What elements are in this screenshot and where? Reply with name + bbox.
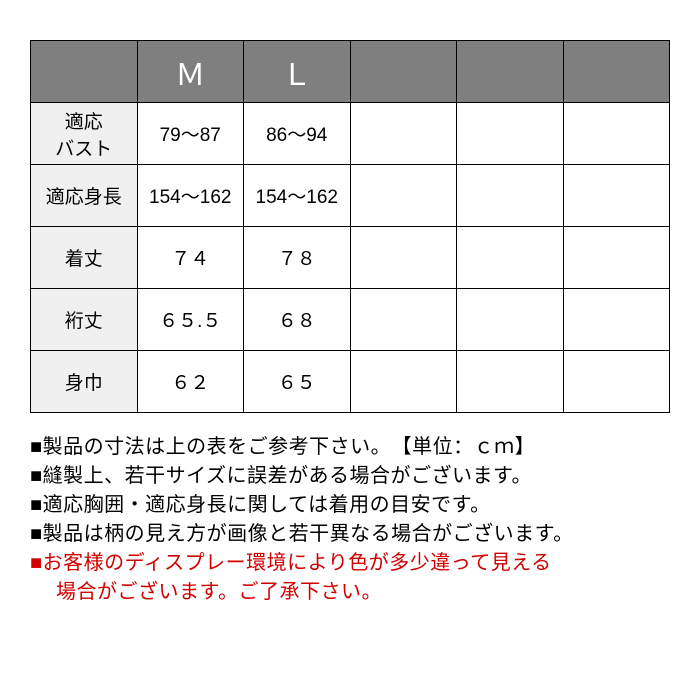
cell-empty bbox=[350, 165, 457, 227]
note-line: ■適応胸囲・適応身長に関しては着用の目安です。 bbox=[30, 491, 670, 520]
table-row: 身巾 ６２ ６５ bbox=[31, 351, 670, 413]
notes-block: ■製品の寸法は上の表をご参考下さい。 【単位：ｃｍ】 ■縫製上、若干サイズに誤差… bbox=[30, 433, 670, 607]
cell-l: ６８ bbox=[244, 289, 351, 351]
cell-l: 86～94 bbox=[244, 103, 351, 165]
row-label: 適応バスト bbox=[31, 103, 138, 165]
table-row: 着丈 ７４ ７８ bbox=[31, 227, 670, 289]
cell-empty bbox=[350, 289, 457, 351]
cell-l: ６５ bbox=[244, 351, 351, 413]
row-label: 裄丈 bbox=[31, 289, 138, 351]
table-row: 適応身長 154～162 154～162 bbox=[31, 165, 670, 227]
cell-empty bbox=[457, 227, 564, 289]
cell-empty bbox=[457, 351, 564, 413]
cell-empty bbox=[563, 227, 670, 289]
note-line: ■縫製上、若干サイズに誤差がある場合がございます。 bbox=[30, 462, 670, 491]
header-blank bbox=[31, 41, 138, 103]
cell-empty bbox=[563, 289, 670, 351]
cell-empty bbox=[457, 103, 564, 165]
header-empty bbox=[457, 41, 564, 103]
note-indent: 場合がございます。ご了承下さい。 bbox=[30, 578, 382, 607]
size-table: Ｍ Ｌ 適応バスト 79～87 86～94 適応身長 154～162 154～1… bbox=[30, 40, 670, 413]
cell-empty bbox=[563, 165, 670, 227]
header-l: Ｌ bbox=[244, 41, 351, 103]
table-row: 適応バスト 79～87 86～94 bbox=[31, 103, 670, 165]
cell-l: ７８ bbox=[244, 227, 351, 289]
row-label: 着丈 bbox=[31, 227, 138, 289]
cell-empty bbox=[457, 289, 564, 351]
cell-m: ６５.５ bbox=[137, 289, 244, 351]
note-line-red: 場合がございます。ご了承下さい。 bbox=[30, 578, 670, 607]
cell-empty bbox=[350, 227, 457, 289]
cell-m: ６２ bbox=[137, 351, 244, 413]
header-empty bbox=[350, 41, 457, 103]
table-header-row: Ｍ Ｌ bbox=[31, 41, 670, 103]
header-m: Ｍ bbox=[137, 41, 244, 103]
cell-m: ７４ bbox=[137, 227, 244, 289]
cell-empty bbox=[350, 351, 457, 413]
note-line: ■製品の寸法は上の表をご参考下さい。 【単位：ｃｍ】 bbox=[30, 433, 670, 462]
cell-m: 79～87 bbox=[137, 103, 244, 165]
note-line: ■製品は柄の見え方が画像と若干異なる場合がございます。 bbox=[30, 520, 670, 549]
cell-empty bbox=[563, 351, 670, 413]
cell-empty bbox=[350, 103, 457, 165]
cell-m: 154～162 bbox=[137, 165, 244, 227]
cell-empty bbox=[457, 165, 564, 227]
cell-empty bbox=[563, 103, 670, 165]
table-row: 裄丈 ６５.５ ６８ bbox=[31, 289, 670, 351]
row-label: 身巾 bbox=[31, 351, 138, 413]
header-empty bbox=[563, 41, 670, 103]
row-label: 適応身長 bbox=[31, 165, 138, 227]
note-line-red: ■お客様のディスプレー環境により色が多少違って見える bbox=[30, 549, 670, 578]
cell-l: 154～162 bbox=[244, 165, 351, 227]
